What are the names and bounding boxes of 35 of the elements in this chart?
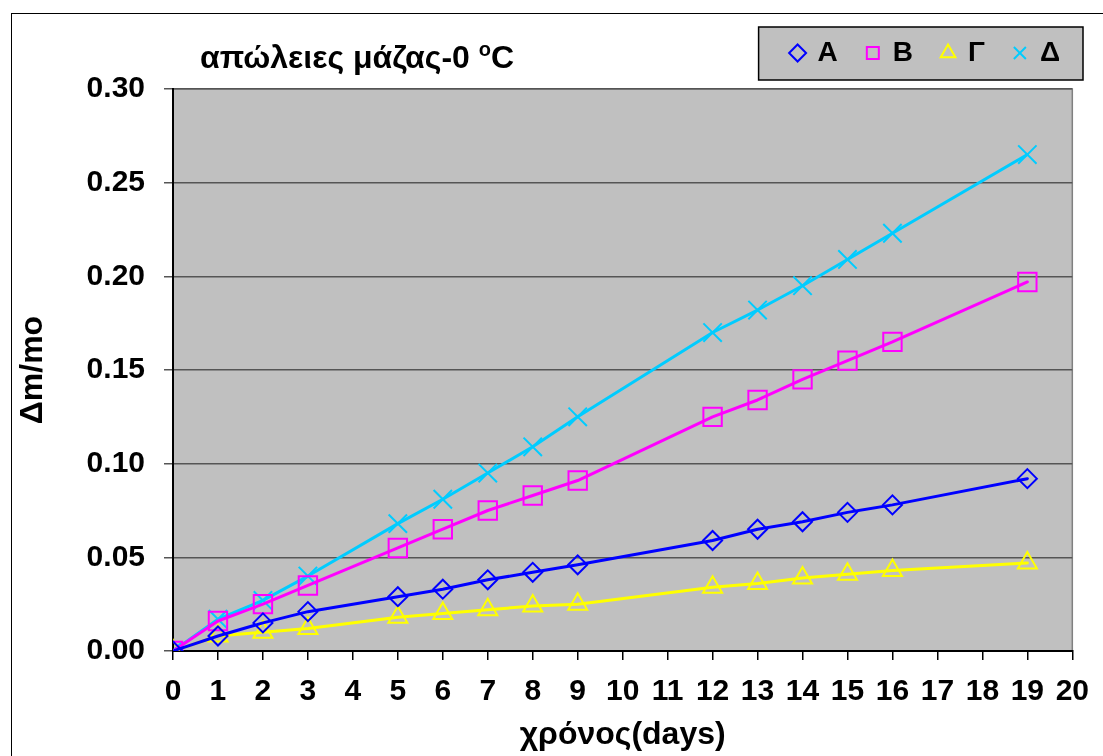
y-axis-title: Δm/mo xyxy=(13,315,50,425)
x-tick-label: 15 xyxy=(830,673,865,707)
x-tick-label: 1 xyxy=(209,673,227,707)
x-tick-label: 11 xyxy=(651,673,684,707)
y-tick-label: 0.05 xyxy=(86,538,145,572)
x-tick-label: 0 xyxy=(164,673,182,707)
x-tick-label: 5 xyxy=(389,673,407,707)
x-tick-label: 7 xyxy=(479,673,497,707)
x-tick-label: 16 xyxy=(875,673,910,707)
y-tick-label: 0.00 xyxy=(86,632,145,666)
x-tick-label: 4 xyxy=(344,673,362,707)
y-tick-label: 0.25 xyxy=(86,163,145,197)
legend-label: B xyxy=(892,35,914,67)
y-tick-label: 0.30 xyxy=(86,70,145,104)
x-tick-label: 3 xyxy=(299,673,317,707)
legend-label: Γ xyxy=(968,35,986,67)
x-tick-label: 20 xyxy=(1055,673,1089,707)
x-tick-label: 2 xyxy=(254,673,272,707)
x-tick-label: 17 xyxy=(920,673,955,707)
x-tick-label: 6 xyxy=(434,673,452,707)
x-tick-label: 8 xyxy=(524,673,542,707)
x-axis-title: χρόνος(days) xyxy=(519,714,726,751)
y-tick-label: 0.10 xyxy=(86,444,145,478)
y-tick-label: 0.15 xyxy=(86,351,145,385)
legend-label: A xyxy=(817,35,838,67)
x-tick-label: 18 xyxy=(965,673,1000,707)
x-tick-label: 14 xyxy=(785,673,820,707)
x-tick-label: 9 xyxy=(569,673,587,707)
x-tick-label: 12 xyxy=(695,673,730,707)
x-tick-label: 10 xyxy=(605,673,640,707)
x-tick-label: 19 xyxy=(1010,673,1045,707)
chart-title: απώλειες μάζας-0 $^{o}$C xyxy=(200,38,515,75)
y-tick-label: 0.20 xyxy=(86,257,145,291)
legend-label: Δ xyxy=(1039,35,1060,67)
x-tick-label: 13 xyxy=(740,673,775,707)
